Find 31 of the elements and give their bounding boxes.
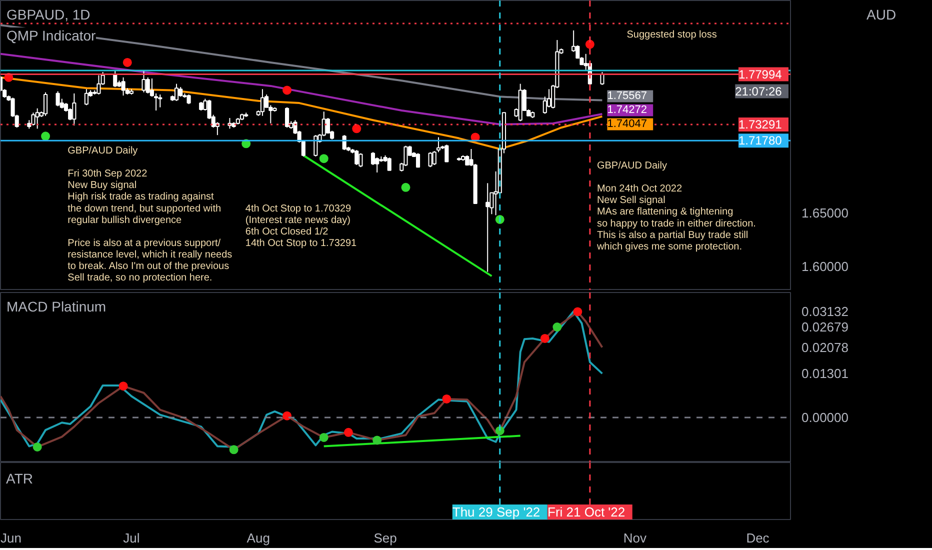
data-label: 1.74047 [607, 118, 647, 130]
y-tick-label: 0.02679 [802, 320, 848, 335]
x-tick-label: Jul [123, 530, 140, 546]
text: MACD Platinum [6, 298, 106, 314]
x-tick-label: Sep [374, 530, 397, 546]
ref-line-label: 1.73291 [738, 118, 782, 132]
y-tick-label: 0.00000 [802, 410, 848, 426]
annotation: 4th Oct Stop to 1.70329 (Interest rate news day) 6th Oct Closed 1/2 14th Oct Stop to 1.73291 [245, 204, 358, 250]
x-tick-label: Nov [623, 530, 648, 546]
x-tick-label: Jun [0, 530, 22, 546]
x-tick-label: Aug [246, 530, 270, 546]
ref-line-label: 1.77994 [738, 67, 782, 82]
data-label: 1.75567 [607, 90, 647, 102]
x-tick-label: Dec [746, 530, 770, 546]
y-tick-label: 0.03132 [802, 304, 848, 320]
data-label: 1.74272 [607, 104, 647, 116]
ref-line-label: Fri 21 Oct '22 [548, 504, 626, 520]
y-tick-label: 1.65000 [802, 206, 848, 221]
text: QMP Indicator [6, 28, 96, 44]
annotation: 21:07:26 [735, 84, 782, 98]
y-tick-label: 0.01301 [802, 366, 848, 382]
ref-line-label: Thu 29 Sep '22 [452, 504, 540, 520]
y-axis-title: AUD [866, 6, 896, 22]
y-tick-label: 0.02078 [802, 340, 848, 355]
text: ATR [6, 470, 33, 486]
annotation: Suggested stop loss [626, 29, 717, 40]
ref-line-label: 1.71780 [738, 134, 782, 148]
chart-title: GBPAUD, 1D [6, 6, 90, 22]
y-tick-label: 1.60000 [802, 258, 848, 274]
text: GBP/AUD Daily Fri 30th Sep 2022 New Buy signal High risk trade as trading against the down trend, but supported with regular bullish divergence Price is also at a previous support/ resistance level, which it really needs to break. Also I'm out of the previous Sell trade, so no protection here. [68, 146, 232, 284]
text: GBP/AUD Daily Mon 24th Oct 2022 New Sell signal MAs are flattening & tightening so happy to trade in either direction. This is also a partial Buy trade still which gives me some protection. [596, 160, 756, 252]
